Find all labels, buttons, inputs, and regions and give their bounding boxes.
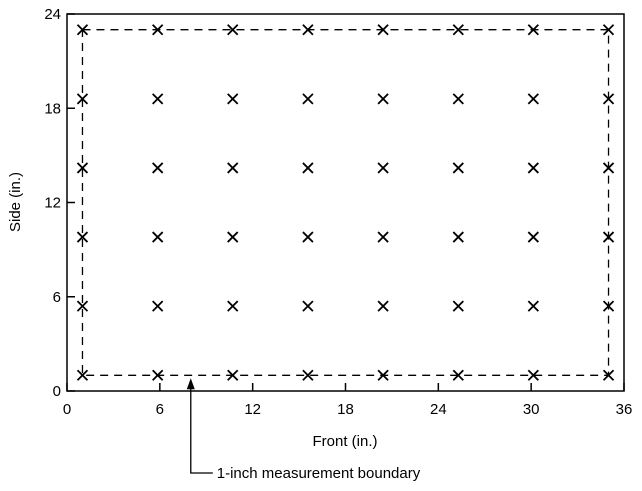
x-tick-label: 6 — [156, 401, 164, 418]
plot-frame — [66, 13, 625, 392]
data-point — [302, 24, 314, 36]
data-point — [152, 231, 164, 243]
x-axis-ticks: 0 6 12 18 24 30 36 — [63, 383, 633, 418]
data-point — [602, 162, 615, 174]
annotation-label: 1-inch measurement boundary — [217, 465, 421, 482]
data-point — [527, 24, 539, 36]
data-point — [152, 24, 164, 36]
data-point — [302, 162, 314, 174]
y-tick-label: 24 — [44, 6, 61, 23]
data-point — [302, 369, 314, 381]
data-point — [302, 300, 314, 312]
data-point — [227, 93, 239, 105]
data-point — [76, 93, 89, 105]
data-point — [76, 300, 89, 312]
y-axis-ticks: 0 6 12 18 24 — [44, 6, 75, 400]
y-tick-label: 12 — [44, 195, 61, 212]
data-point — [527, 369, 539, 381]
data-point — [152, 369, 164, 381]
boundary-rect — [81, 29, 610, 376]
data-point — [602, 93, 615, 105]
data-point — [152, 300, 164, 312]
x-tick-label: 24 — [430, 401, 447, 418]
data-point — [602, 300, 615, 312]
data-point — [452, 369, 464, 381]
x-tick-label: 12 — [244, 401, 261, 418]
data-point — [452, 300, 464, 312]
data-point — [377, 231, 389, 243]
data-point — [452, 231, 464, 243]
data-point — [377, 93, 389, 105]
y-tick-label: 0 — [53, 383, 61, 400]
data-point — [602, 369, 615, 381]
data-point — [227, 369, 239, 381]
measurement-points — [76, 24, 615, 381]
data-point — [527, 162, 539, 174]
data-point — [152, 93, 164, 105]
annotation-leader-line — [190, 386, 213, 474]
x-tick-label: 18 — [337, 401, 354, 418]
data-point — [302, 231, 314, 243]
data-point — [452, 162, 464, 174]
data-point — [76, 231, 89, 243]
data-point — [377, 369, 389, 381]
annotation-arrowhead — [186, 378, 195, 390]
x-tick-label: 36 — [616, 401, 633, 418]
data-point — [602, 24, 615, 36]
data-point — [452, 24, 464, 36]
data-point — [302, 93, 314, 105]
data-point — [527, 231, 539, 243]
data-point — [377, 300, 389, 312]
measurement-boundary — [81, 29, 610, 376]
data-point — [602, 231, 615, 243]
data-point — [227, 24, 239, 36]
x-tick-label: 30 — [523, 401, 540, 418]
data-point — [227, 300, 239, 312]
y-axis-title: Side (in.) — [7, 172, 24, 232]
y-tick-label: 18 — [44, 100, 61, 117]
data-point — [227, 231, 239, 243]
x-tick-label: 0 — [63, 401, 71, 418]
data-point — [527, 300, 539, 312]
data-point — [76, 24, 89, 36]
data-point — [527, 93, 539, 105]
x-axis-title: Front (in.) — [312, 433, 377, 450]
data-point — [377, 24, 389, 36]
y-tick-label: 6 — [53, 289, 61, 306]
annotation: 1-inch measurement boundary — [186, 378, 421, 482]
data-point — [76, 369, 89, 381]
data-point — [452, 93, 464, 105]
data-point — [377, 162, 389, 174]
data-point — [227, 162, 239, 174]
data-point — [152, 162, 164, 174]
data-point — [76, 162, 89, 174]
